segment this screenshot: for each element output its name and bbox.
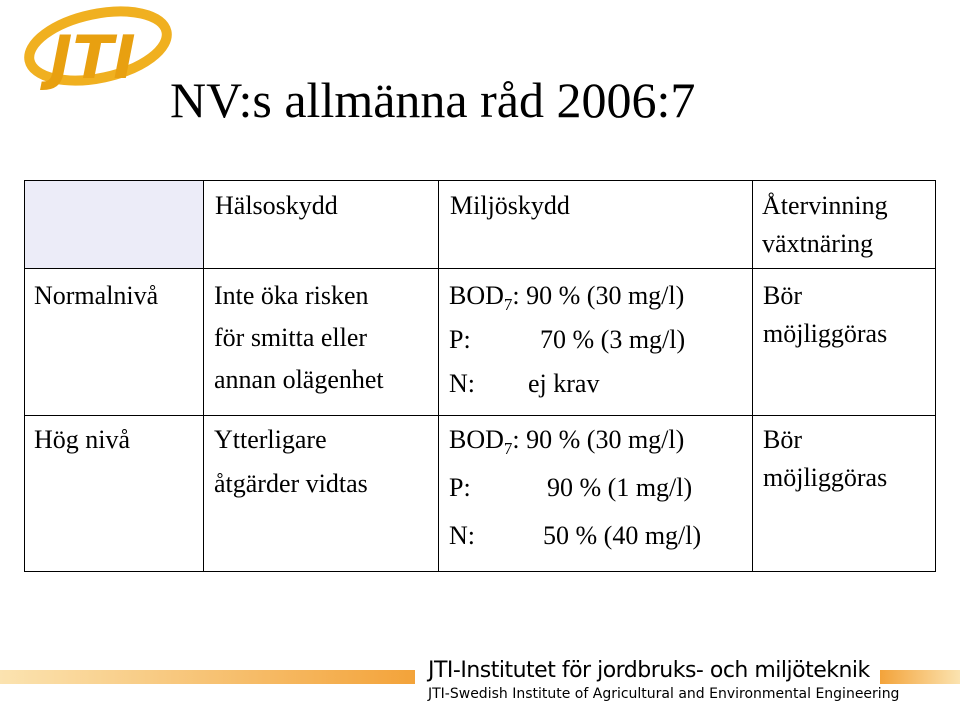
logo-swoosh	[24, 6, 172, 86]
table-cell	[203, 415, 440, 572]
param-value: 50 % (40 mg/l)	[543, 521, 702, 550]
param: P:	[449, 473, 471, 502]
row-label: Normalnivå	[34, 281, 159, 310]
footer-bar	[880, 670, 960, 684]
param: N:	[449, 521, 475, 550]
footer-bar	[0, 670, 415, 684]
param: BOD7: 90 % (30 mg/l)	[449, 425, 685, 458]
cell-text: åtgärder vidtas	[214, 469, 368, 498]
cell-text: Bör	[763, 281, 802, 310]
cell-text: Ytterligare	[214, 425, 327, 454]
cell-text: Inte öka risken	[214, 281, 369, 310]
cell-text: för smitta eller	[214, 323, 368, 352]
logo: JTI	[24, 6, 172, 93]
table-cell	[203, 180, 440, 270]
table-cell	[752, 415, 936, 572]
param-value: : 90 % (30 mg/l)	[512, 425, 685, 454]
footer-line: JTI-Swedish Institute of Agricultural an…	[428, 686, 900, 702]
column-header: Miljöskydd	[450, 191, 570, 220]
param-value: 90 % (1 mg/l)	[547, 473, 693, 502]
param: N:	[449, 369, 475, 398]
row-label: Hög nivå	[34, 425, 131, 454]
param: P:	[449, 325, 471, 354]
subscript: 7	[503, 295, 513, 314]
column-header: Återvinning	[762, 191, 888, 220]
table-cell	[438, 268, 754, 417]
table-cell	[24, 415, 205, 572]
table-cell	[24, 180, 205, 270]
column-header: växtnäring	[762, 229, 874, 258]
param-value: 70 % (3 mg/l)	[540, 325, 686, 354]
cell-text: annan olägenhet	[214, 365, 384, 394]
cell-text: möjliggöras	[763, 463, 888, 492]
subscript: 7	[503, 439, 513, 458]
logo-text: JTI	[40, 23, 136, 93]
param-value: : 90 % (30 mg/l)	[512, 281, 685, 310]
footer-line: JTI-Institutet för jordbruks- och miljöt…	[428, 658, 870, 683]
table-cell	[203, 268, 440, 417]
param-value: ej krav	[528, 369, 600, 398]
table-cell	[438, 415, 754, 572]
param: BOD7: 90 % (30 mg/l)	[449, 281, 685, 314]
slide-title: NV:s allmänna råd 2006:7	[170, 72, 696, 128]
cell-text: Bör	[763, 425, 802, 454]
table-cell	[752, 180, 936, 270]
table-cell	[24, 268, 205, 417]
cell-text: möjliggöras	[763, 319, 888, 348]
column-header: Hälsoskydd	[215, 191, 338, 220]
table-cell	[752, 268, 936, 417]
